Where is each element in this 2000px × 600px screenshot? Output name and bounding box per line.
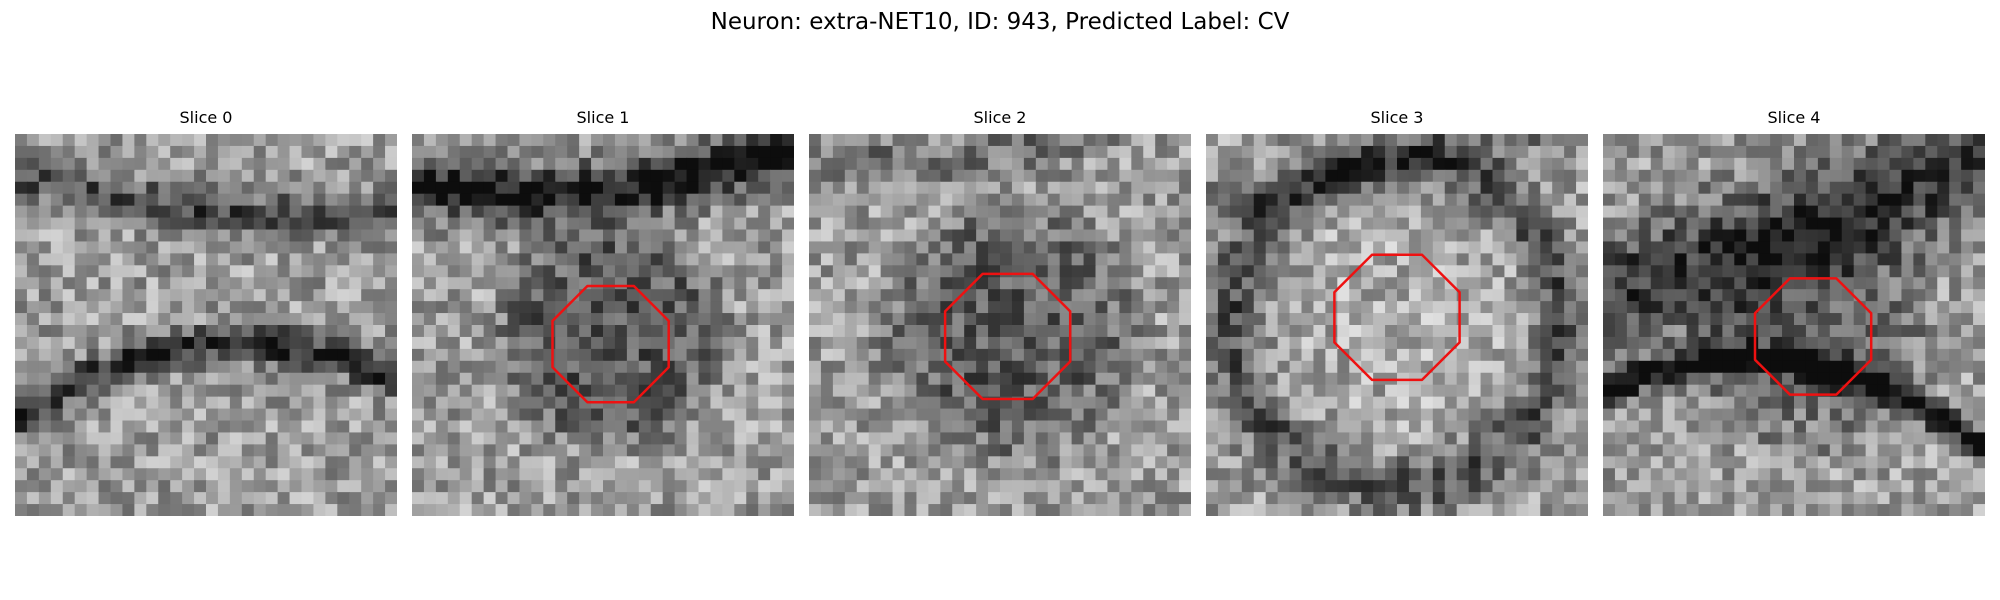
slice-title-1: Slice 1 [576, 108, 630, 127]
slice-image-0 [15, 134, 397, 516]
slice-panel-2: Slice 2 [809, 108, 1191, 518]
pixel-grid [15, 134, 397, 516]
roi-outline [1753, 277, 1873, 396]
figure-title: Neuron: extra-NET10, ID: 943, Predicted … [710, 9, 1290, 35]
slice-panel-4: Slice 4 [1603, 108, 1985, 518]
pixel-grid [809, 134, 1191, 516]
pixel-grid [1603, 134, 1985, 516]
slice-title-4: Slice 4 [1767, 108, 1821, 127]
slice-title-3: Slice 3 [1370, 108, 1424, 127]
slice-image-4 [1603, 134, 1985, 516]
slice-panel-3: Slice 3 [1206, 108, 1588, 518]
slice-image-2 [809, 134, 1191, 516]
slice-panel-1: Slice 1 [412, 108, 794, 518]
slice-panel-0: Slice 0 [15, 108, 397, 518]
slice-title-2: Slice 2 [973, 108, 1027, 127]
roi-outline [551, 284, 670, 404]
pixel-grid [1206, 134, 1588, 516]
slice-image-1 [412, 134, 794, 516]
roi-outline [1333, 253, 1461, 382]
roi-outline [943, 272, 1072, 401]
slice-image-3 [1206, 134, 1588, 516]
pixel-grid [412, 134, 794, 516]
slice-title-0: Slice 0 [179, 108, 233, 127]
